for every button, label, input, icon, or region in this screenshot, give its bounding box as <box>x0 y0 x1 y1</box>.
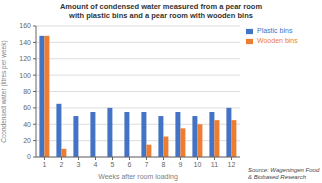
svg-text:8: 8 <box>162 161 166 168</box>
html-text:& Biobased Research: & Biobased Research <box>248 174 306 180</box>
svg-text:2: 2 <box>60 161 64 168</box>
svg-text:4: 4 <box>94 161 98 168</box>
svg-text:0: 0 <box>27 153 31 160</box>
svg-text:100: 100 <box>19 72 31 79</box>
svg-text:80: 80 <box>23 88 31 95</box>
svg-text:7: 7 <box>145 161 149 168</box>
svg-text:6: 6 <box>128 161 132 168</box>
html-text:with plastic bins and a pear r: with plastic bins and a pear room with w… <box>69 11 253 20</box>
svg-text:120: 120 <box>19 55 31 62</box>
svg-text:1: 1 <box>43 161 47 168</box>
svg-text:9: 9 <box>179 161 183 168</box>
html-text:Plastic bins: Plastic bins <box>257 27 293 34</box>
svg-text:12: 12 <box>228 161 236 168</box>
svg-text:Weeks after room loading: Weeks after room loading <box>98 173 178 181</box>
svg-text:3: 3 <box>77 161 81 168</box>
svg-text:10: 10 <box>194 161 202 168</box>
svg-text:Ccondensed water (litres per w: Ccondensed water (litres per week) <box>8 40 9 142</box>
html-text:Source: Wageningen Food: Source: Wageningen Food <box>248 167 320 173</box>
svg-text:40: 40 <box>23 121 31 128</box>
html-text:Wooden bins: Wooden bins <box>257 37 298 44</box>
svg-text:60: 60 <box>23 104 31 111</box>
svg-text:5: 5 <box>111 161 115 168</box>
svg-text:20: 20 <box>23 137 31 144</box>
svg-text:140: 140 <box>19 39 31 46</box>
svg-text:11: 11 <box>211 161 218 168</box>
html-text:Amount of condensed water meas: Amount of condensed water measured from … <box>59 2 263 11</box>
svg-text:160: 160 <box>19 22 31 29</box>
